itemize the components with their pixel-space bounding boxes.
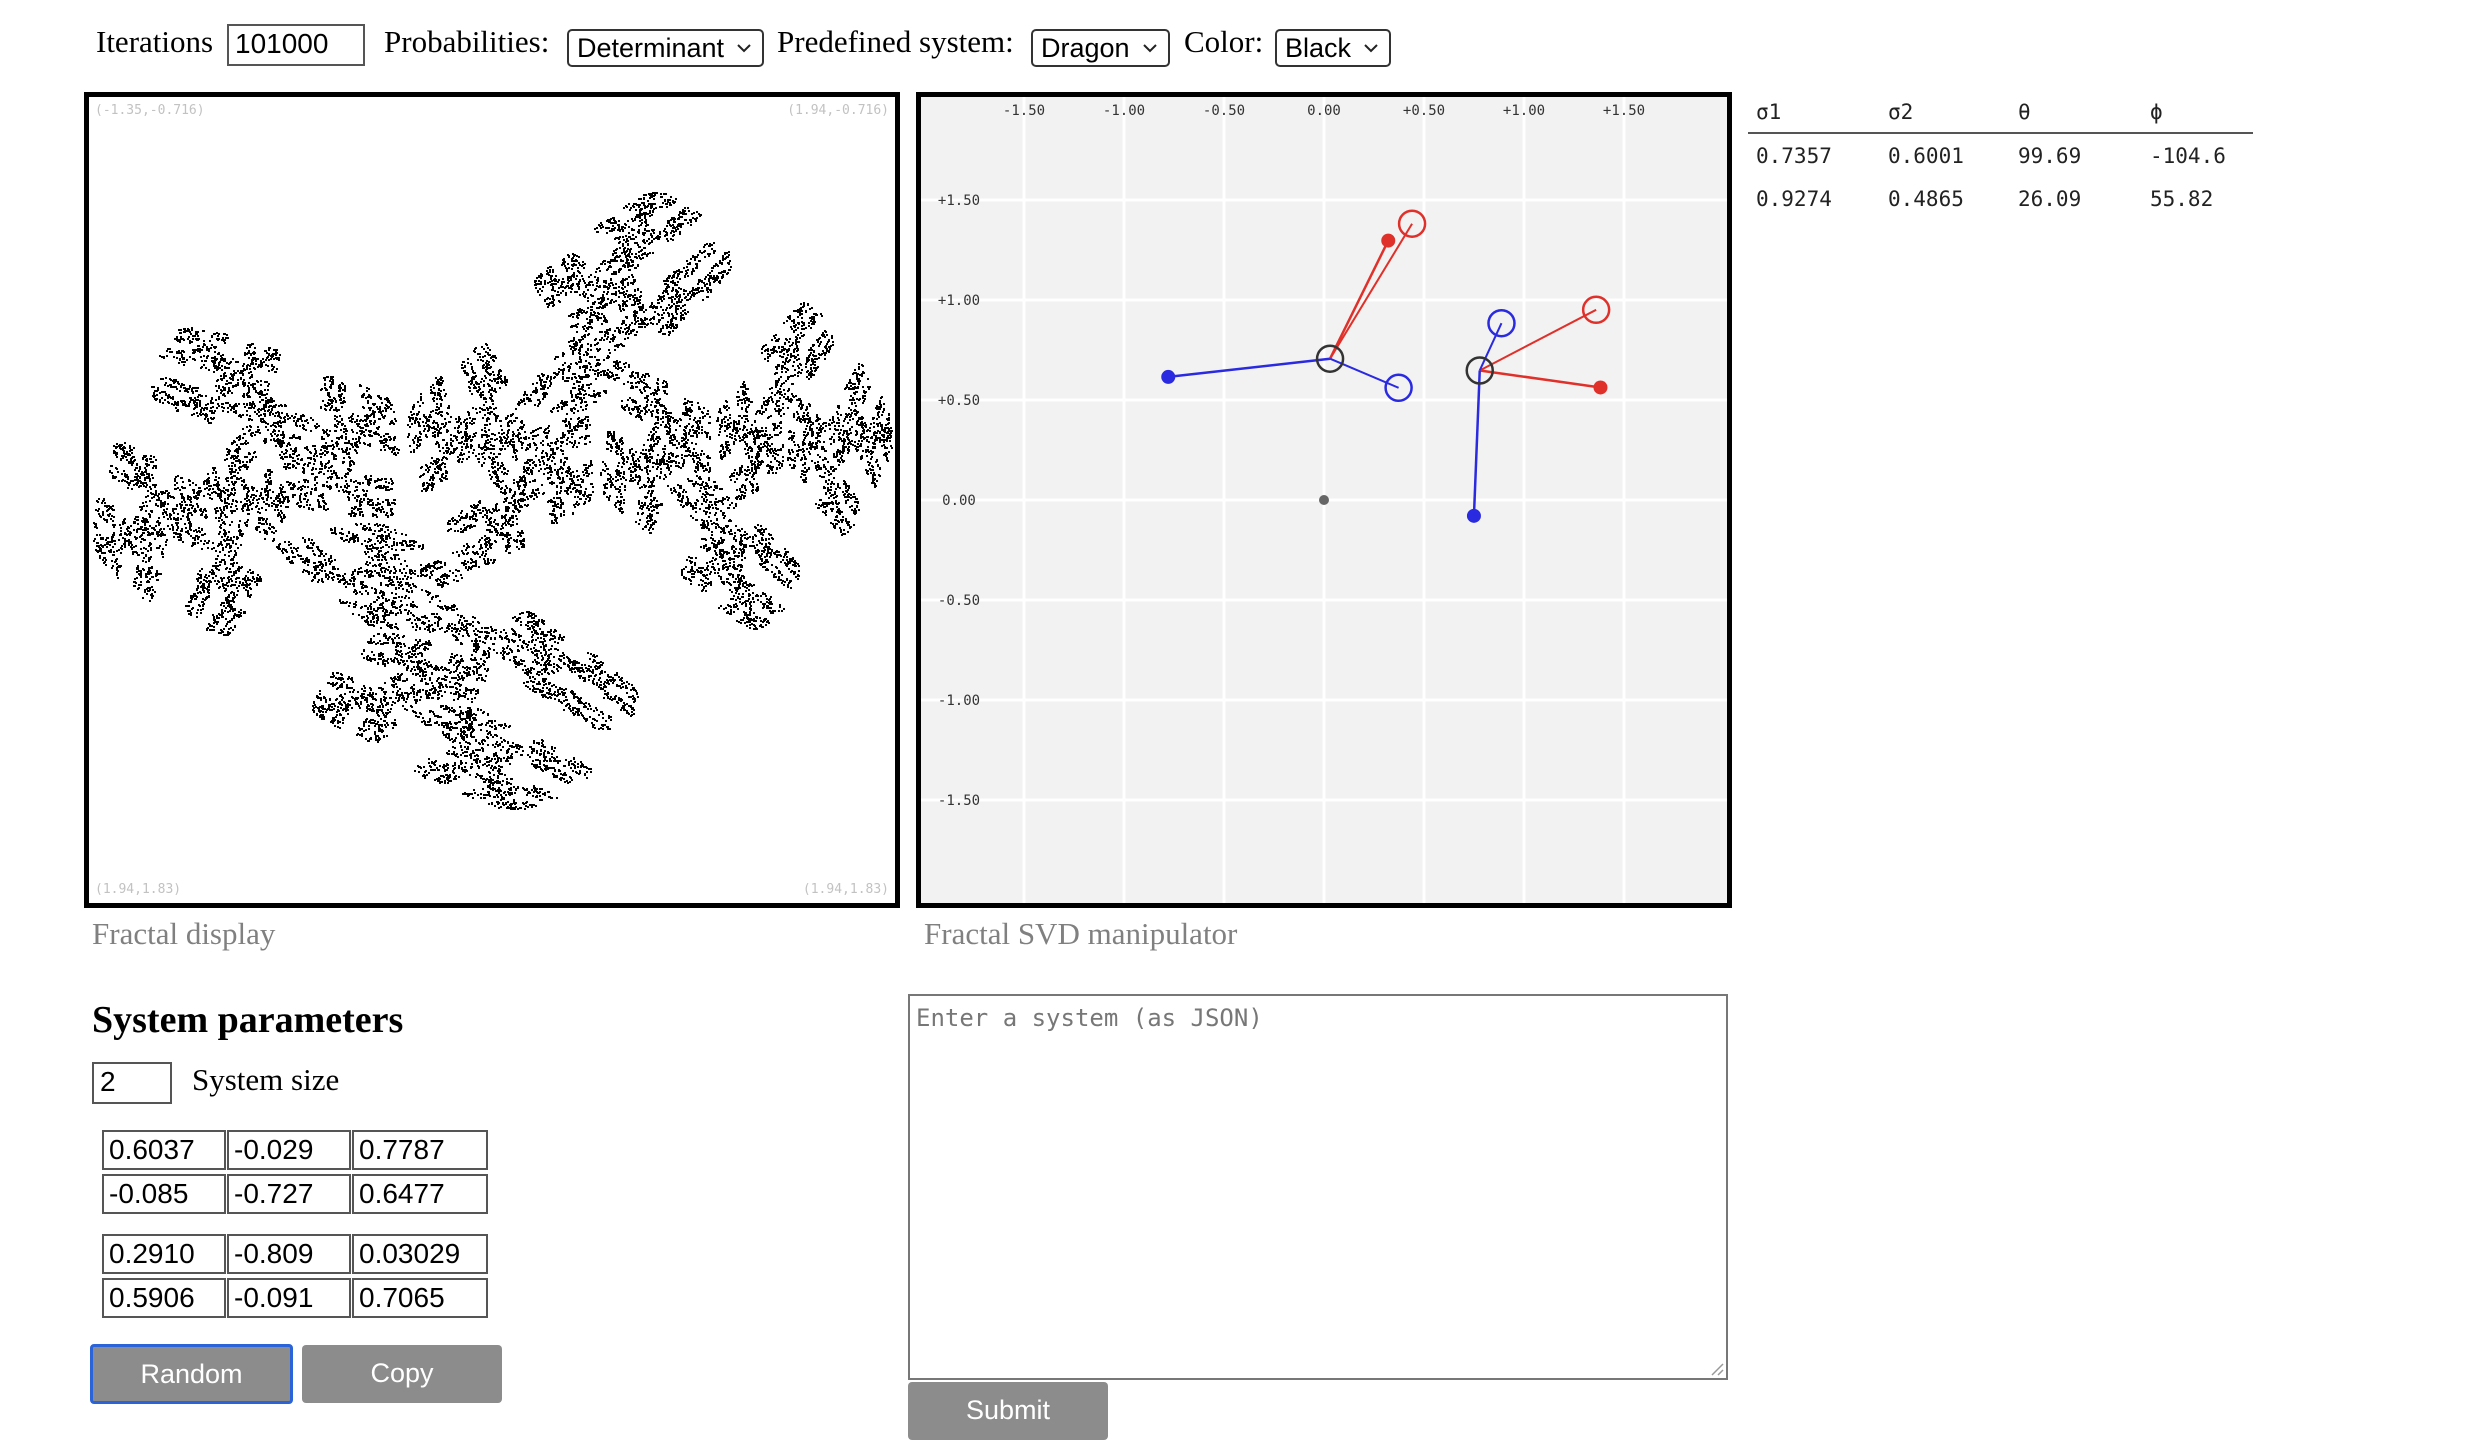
header-sigma1: σ1	[1756, 100, 1782, 124]
matrix-cell[interactable]: 0.7787	[352, 1130, 488, 1170]
svd-manipulator-caption: Fractal SVD manipulator	[924, 916, 1238, 951]
cell-theta: 26.09	[2018, 187, 2082, 211]
translation-handle	[1465, 356, 1494, 385]
cell-theta: 99.69	[2018, 144, 2082, 168]
corner-label-top-left: (-1.35,-0.716)	[95, 103, 205, 118]
x-tick-label: -0.50	[1203, 103, 1245, 119]
matrix-cell[interactable]: 0.6037	[102, 1130, 226, 1170]
svd-table: σ1 σ2 θ ϕ 0.7357 0.6001 99.69 -104.6 0.9…	[1748, 96, 2253, 220]
submit-button[interactable]: Submit	[908, 1382, 1108, 1440]
cell-phi: -104.6	[2150, 144, 2226, 168]
translation-handle	[1315, 344, 1345, 373]
x-tick-label: 0.00	[1307, 103, 1341, 119]
fractal-canvas	[93, 192, 893, 810]
x-tick-label: +0.50	[1403, 103, 1445, 119]
sigma1-handle	[1581, 295, 1611, 325]
corner-label-bottom-right: (1.94,1.83)	[802, 882, 889, 897]
corner-label-bottom-left: (1.94,1.83)	[95, 882, 182, 897]
matrix-cell[interactable]: 0.6477	[352, 1174, 488, 1214]
system-size-input[interactable]: 2	[92, 1062, 172, 1104]
matrix-cell[interactable]: -0.085	[102, 1174, 226, 1214]
sigma2-line	[1478, 322, 1503, 371]
x-tick-label: +1.00	[1503, 103, 1545, 119]
svd-manipulator[interactable]: -1.50 -1.00 -0.50 0.00 +0.50 +1.00 +1.50 +1.50 +…	[916, 92, 1732, 908]
y-tick-label: -1.00	[938, 693, 980, 709]
x-tick-label: -1.00	[1103, 103, 1145, 119]
basis-x-line	[1479, 369, 1601, 389]
x-tick-label: +1.50	[1603, 103, 1645, 119]
y-tick-label: 0.00	[942, 493, 976, 509]
sigma1-handle	[1397, 209, 1427, 238]
cell-sigma1: 0.7357	[1756, 144, 1832, 168]
cell-sigma2: 0.4865	[1888, 187, 1964, 211]
chevron-down-icon	[735, 34, 753, 67]
predefined-system-select[interactable]: Dragon	[1031, 29, 1170, 67]
basis-x-line	[1328, 240, 1390, 360]
sigma2-handle	[1384, 373, 1413, 403]
sigma1-line	[1479, 308, 1597, 372]
system-parameters-title: System parameters	[92, 999, 404, 1041]
copy-button[interactable]: Copy	[302, 1345, 502, 1403]
basis-x-handle	[1593, 380, 1608, 395]
table-row: 0.7357 0.6001 99.69 -104.6	[1748, 134, 2253, 177]
header-theta: θ	[2018, 100, 2031, 124]
resize-handle-icon[interactable]	[1708, 1360, 1724, 1376]
cell-sigma1: 0.9274	[1756, 187, 1832, 211]
system-size-label: System size	[192, 1062, 340, 1097]
y-tick-label: +1.00	[938, 293, 980, 309]
table-row: 0.9274 0.4865 26.09 55.82	[1748, 177, 2253, 220]
matrix-cell[interactable]: 0.5906	[102, 1278, 226, 1318]
chevron-down-icon	[1362, 34, 1380, 67]
color-select[interactable]: Black	[1275, 29, 1392, 67]
sigma1-line	[1329, 223, 1413, 360]
matrix-cell[interactable]: -0.809	[227, 1234, 351, 1274]
matrix-cell[interactable]: 0.2910	[102, 1234, 226, 1274]
matrix-cell[interactable]: -0.727	[227, 1174, 351, 1214]
color-label: Color:	[1184, 24, 1264, 59]
basis-y-line	[1168, 357, 1331, 379]
json-system-textarea[interactable]: Enter a system (as JSON)	[908, 994, 1728, 1380]
origin-point	[1319, 495, 1329, 505]
sigma2-handle	[1487, 308, 1516, 338]
header-sigma2: σ2	[1888, 100, 1914, 124]
chevron-down-icon	[1141, 34, 1159, 67]
y-tick-label: -0.50	[938, 593, 980, 609]
matrix-cell[interactable]: 0.03029	[352, 1234, 488, 1274]
probabilities-value: Determinant	[577, 33, 725, 63]
matrix-cell[interactable]: -0.029	[227, 1130, 351, 1170]
svd-canvas: -1.50 -1.00 -0.50 0.00 +0.50 +1.00 +1.50 +1.50 +…	[921, 97, 1727, 903]
matrix-cell[interactable]: -0.091	[227, 1278, 351, 1318]
svd-table-header: σ1 σ2 θ ϕ	[1748, 96, 2253, 134]
y-tick-label: -1.50	[938, 793, 980, 809]
fractal-display[interactable]: (-1.35,-0.716) (1.94,-0.716) (1.94,1.83)…	[84, 92, 900, 908]
basis-y-handle	[1161, 369, 1176, 384]
cell-phi: 55.82	[2150, 187, 2214, 211]
probabilities-select[interactable]: Determinant	[567, 29, 765, 67]
random-button[interactable]: Random	[90, 1344, 293, 1404]
fractal-display-caption: Fractal display	[92, 916, 276, 951]
cell-sigma2: 0.6001	[1888, 144, 1964, 168]
iterations-label: Iterations	[96, 24, 214, 59]
y-tick-label: +1.50	[938, 193, 980, 209]
y-tick-label: +0.50	[938, 393, 980, 409]
header-phi: ϕ	[2150, 100, 2163, 124]
predefined-system-value: Dragon	[1041, 33, 1130, 63]
sigma2-line	[1329, 357, 1399, 389]
matrix-cell[interactable]: 0.7065	[352, 1278, 488, 1318]
basis-x-handle	[1381, 233, 1396, 248]
predefined-system-label: Predefined system:	[777, 24, 1014, 59]
basis-y-handle	[1466, 508, 1481, 523]
corner-label-top-right: (1.94,-0.716)	[787, 103, 889, 118]
basis-y-line	[1472, 370, 1481, 516]
color-value: Black	[1285, 33, 1352, 63]
json-placeholder: Enter a system (as JSON)	[916, 1004, 1263, 1032]
fractal-points	[93, 192, 893, 810]
iterations-input[interactable]: 101000	[227, 24, 365, 66]
x-tick-label: -1.50	[1003, 103, 1045, 119]
probabilities-label: Probabilities:	[384, 24, 550, 59]
